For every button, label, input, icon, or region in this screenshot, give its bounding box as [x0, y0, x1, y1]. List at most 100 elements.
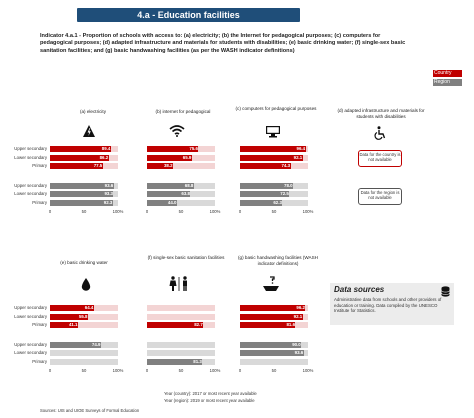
- region-bar-track: 92.3: [50, 199, 118, 206]
- region-bar-track: 93.6: [50, 182, 118, 189]
- bar-value-label: 64.4: [84, 305, 94, 310]
- x-tick-label: 100%: [112, 368, 124, 373]
- region-bar-track: 63.8: [147, 191, 215, 197]
- bar-category-label: Upper secondary: [14, 182, 47, 188]
- panel-title-drinking-water: (e) basic drinking water: [60, 260, 108, 265]
- country-bar: [240, 146, 306, 152]
- region-bar-track: 62.3: [240, 199, 308, 206]
- x-axis: 0 50 100%: [48, 368, 124, 376]
- country-bar: [147, 154, 192, 161]
- panel-title-disabilities: (d) adapted infrastructure and materials…: [337, 108, 425, 119]
- country-bar-track: 55.8: [50, 313, 118, 320]
- region-bar: [240, 350, 304, 356]
- country-bar-track: 96.4: [240, 146, 308, 152]
- bar-value-label: 74.9: [91, 341, 101, 347]
- region-bar-track: 72.5: [240, 191, 308, 197]
- x-axis: 0 50 100%: [239, 368, 314, 376]
- bar-value-label: 93.6: [104, 182, 114, 188]
- x-tick-label: 100%: [302, 209, 314, 214]
- x-axis: 0 50 100%: [48, 209, 124, 217]
- bar-value-label: 90.0: [292, 341, 301, 347]
- bar-category-label: Primary: [32, 199, 47, 205]
- bar-value-label: 38.2: [163, 163, 173, 168]
- bar-category-label: Lower secondary: [14, 191, 47, 196]
- region-bar: [240, 191, 290, 197]
- x-tick-label: 0: [145, 368, 149, 373]
- country-not-available-note: Data for the country is not available: [358, 150, 402, 167]
- bar-value-label: 74.3: [281, 163, 291, 168]
- region-bar: [240, 182, 294, 189]
- region-bar-track: 90.0: [240, 341, 308, 348]
- bar-value-label: 65.9: [182, 154, 192, 160]
- bar-value-label: 55.8: [78, 313, 88, 319]
- x-tick-label: 0: [145, 209, 149, 214]
- x-tick-label: 0: [48, 209, 52, 214]
- indicator-description: Indicator 4.a.1 - Proportion of schools …: [40, 33, 406, 54]
- bar-category-label: Upper secondary: [14, 305, 47, 310]
- country-bar-track: 75.6: [147, 146, 215, 152]
- x-tick-label: 100%: [112, 209, 124, 214]
- bar-value-label: 81.3: [193, 358, 202, 364]
- bar-value-label: 77.5: [93, 163, 103, 168]
- country-bar: [147, 163, 173, 169]
- bar-value-label: 86.2: [99, 154, 109, 160]
- region-bar: [50, 182, 114, 189]
- region-bar: [147, 182, 194, 189]
- bar-value-label: 62.3: [273, 199, 282, 205]
- country-bar-track: 65.9: [147, 154, 215, 161]
- region-bar: [50, 191, 114, 197]
- x-tick-label: 0: [48, 368, 52, 373]
- bar-value-label: 92.1: [293, 154, 303, 160]
- bar-value-label: 92.1: [293, 313, 303, 319]
- panel-title-computers: (c) computers for pedagogical purposes: [235, 106, 317, 111]
- lightning-icon: [83, 125, 95, 137]
- x-tick-label: 100%: [302, 368, 314, 373]
- bar-category-label: Lower secondary: [14, 350, 47, 355]
- bar-category-label: Upper secondary: [14, 341, 47, 347]
- legend-region: Region: [433, 79, 462, 86]
- bar-category-label: Lower secondary: [14, 154, 47, 160]
- x-axis: 0 50 100%: [239, 209, 314, 217]
- x-axis: 0 50 100%: [145, 368, 221, 376]
- region-bar-track: 93.6: [240, 350, 308, 356]
- water-drop-icon: [81, 278, 91, 291]
- bar-value-label: 93.3: [104, 191, 113, 196]
- region-bar: [240, 199, 283, 206]
- country-bar-track: 82.7: [147, 322, 215, 328]
- x-tick-label: 100%: [209, 368, 221, 373]
- region-bar: [50, 341, 101, 348]
- x-tick-label: 50: [81, 209, 87, 214]
- restroom-icon: [169, 276, 187, 291]
- region-bar-track: 81.3: [147, 358, 215, 365]
- bar-value-label: 93.6: [294, 350, 304, 355]
- region-bar-track: 74.9: [50, 341, 118, 348]
- country-bar: [50, 305, 94, 311]
- region-bar-track: [147, 350, 215, 356]
- country-bar-track: 77.5: [50, 163, 118, 169]
- country-bar: [240, 322, 296, 328]
- wifi-icon: [169, 125, 185, 137]
- data-sources-title: Data sources: [334, 285, 385, 294]
- bar-value-label: 89.4: [101, 146, 111, 151]
- region-bar: [147, 199, 177, 206]
- country-bar-track: 74.3: [240, 163, 308, 169]
- bar-category-label: Primary: [32, 322, 47, 327]
- region-bar: [50, 199, 113, 206]
- region-bar-track: 44.0: [147, 199, 215, 206]
- x-tick-label: 50: [81, 368, 87, 373]
- region-bar-track: [240, 358, 308, 365]
- bar-value-label: 78.0: [284, 182, 293, 188]
- country-bar-track: [147, 313, 215, 320]
- region-bar-track: 93.3: [50, 191, 118, 197]
- bar-value-label: 81.6: [286, 322, 296, 327]
- country-bar: [240, 313, 303, 320]
- country-bar: [147, 146, 199, 152]
- bar-category-label: Primary: [32, 358, 47, 364]
- x-tick-label: 50: [271, 209, 277, 214]
- bar-value-label: 41.1: [68, 322, 78, 327]
- bar-value-label: 82.7: [194, 322, 203, 327]
- footnote-country-year: Year (country): 2017 or most recent year…: [164, 391, 257, 396]
- country-bar-track: 86.2: [50, 154, 118, 161]
- bar-value-label: 96.4: [296, 146, 306, 151]
- wheelchair-icon: [374, 126, 386, 140]
